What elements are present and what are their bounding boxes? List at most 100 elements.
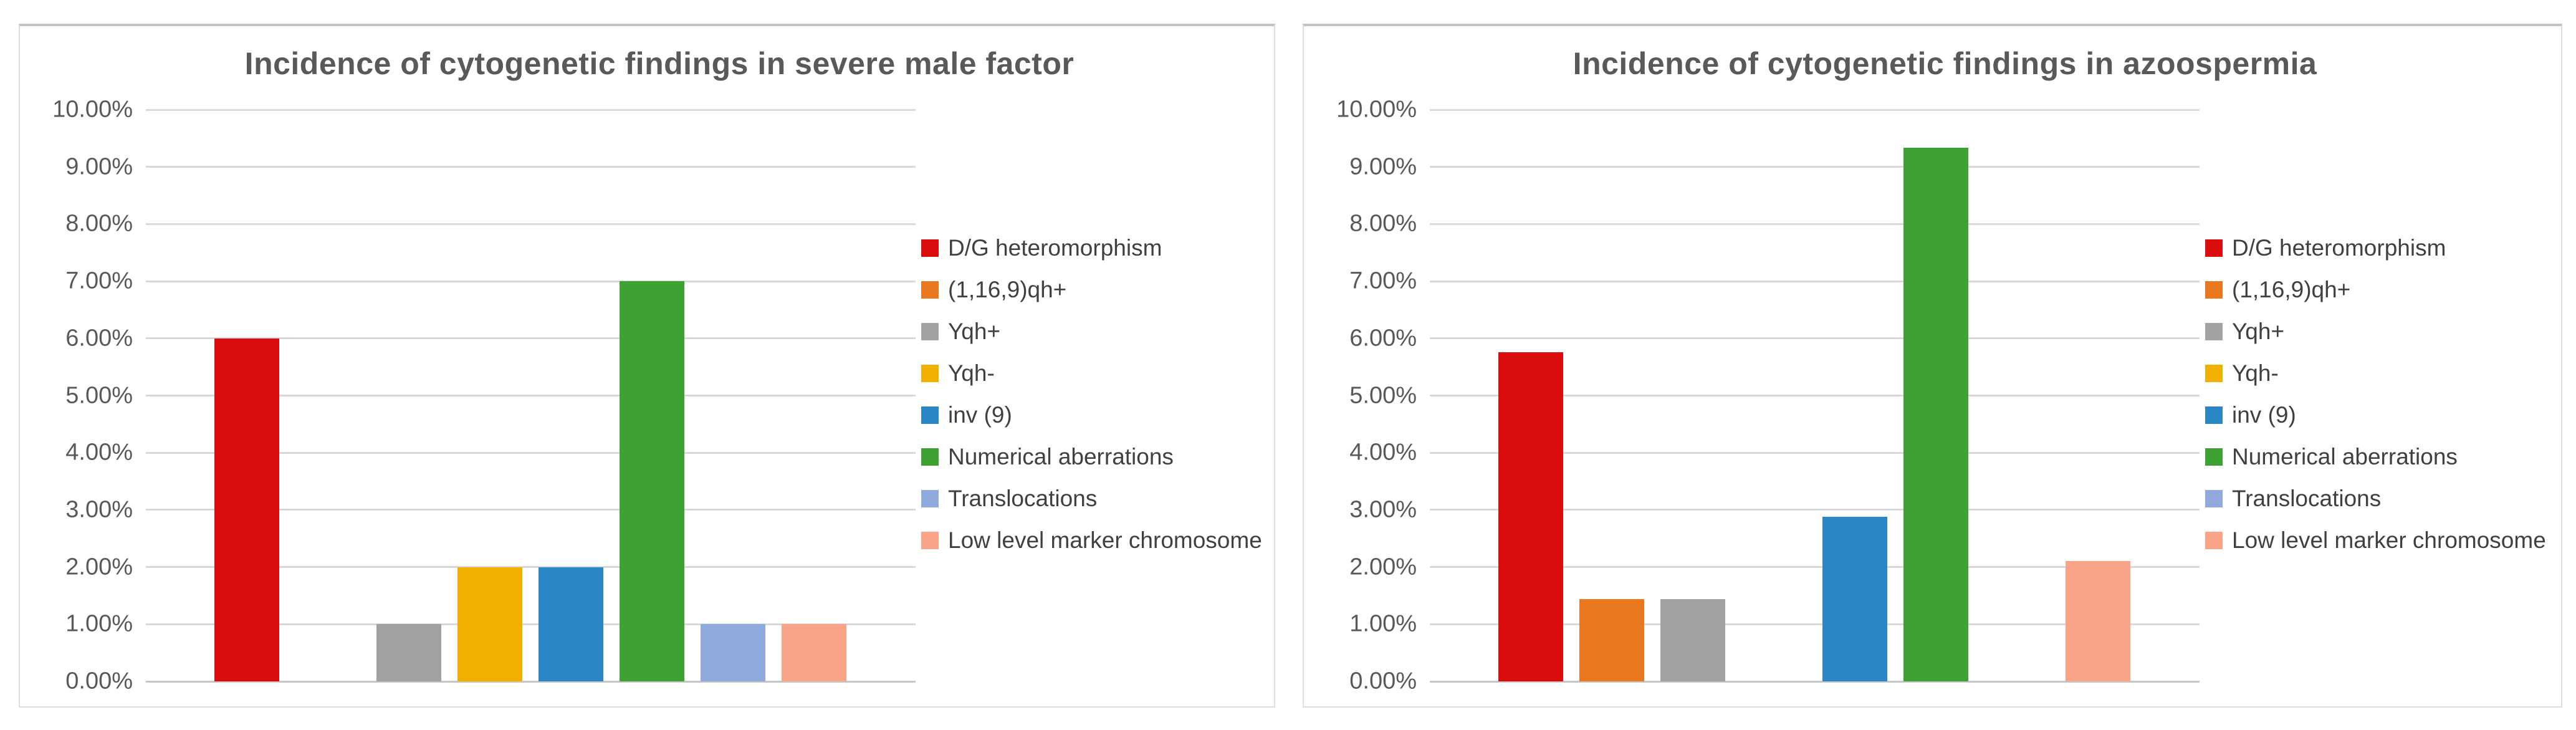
legend-swatch-icon — [921, 489, 939, 507]
y-tick-label: 9.00% — [65, 153, 133, 180]
legend-swatch-icon — [2205, 239, 2223, 257]
chart-panel-severe-male-factor: Incidence of cytogenetic findings in sev… — [19, 24, 1275, 708]
legend-item: Translocations — [2205, 478, 2554, 519]
legend-swatch-icon — [921, 322, 939, 340]
x-axis-line — [146, 680, 916, 683]
legend-swatch-icon — [921, 448, 939, 466]
y-tick-label: 0.00% — [1349, 668, 1417, 694]
legend-swatch-icon — [2205, 322, 2223, 340]
legend-swatch-icon — [921, 406, 939, 424]
legend-label: inv (9) — [948, 401, 1012, 428]
legend-label: Yqh+ — [948, 318, 1001, 344]
chart-legend: D/G heteromorphism (1,16,9)qh+ Yqh+ Yqh-inv… — [2205, 227, 2554, 561]
gridline — [1430, 337, 2200, 340]
legend-label: D/G heteromorphism — [2232, 234, 2446, 261]
y-tick-label: 4.00% — [1349, 439, 1417, 466]
legend-item: Translocations — [921, 478, 1270, 519]
gridline — [1430, 280, 2200, 282]
y-tick-label: 6.00% — [1349, 325, 1417, 352]
legend-item: (1,16,9)qh+ — [2205, 269, 2554, 310]
gridline — [146, 223, 916, 225]
legend-item: D/G heteromorphism — [2205, 227, 2554, 269]
chart-legend: D/G heteromorphism (1,16,9)qh+ Yqh+ Yqh-inv… — [921, 227, 1270, 561]
y-tick-label: 3.00% — [65, 496, 133, 523]
gridline — [1430, 166, 2200, 168]
y-tick-label: 8.00% — [1349, 210, 1417, 237]
y-tick-label: 0.00% — [65, 668, 133, 694]
legend-item: D/G heteromorphism — [921, 227, 1270, 269]
y-tick-label: 4.00% — [65, 439, 133, 466]
legend-label: (1,16,9)qh+ — [948, 276, 1067, 302]
gridline — [146, 451, 916, 454]
y-tick-label: 3.00% — [1349, 496, 1417, 523]
gridline — [146, 108, 916, 111]
legend-item: Yqh- — [921, 352, 1270, 394]
legend-label: Translocations — [948, 485, 1098, 511]
bar-translocations — [701, 624, 765, 681]
y-tick-label: 5.00% — [1349, 382, 1417, 408]
gridline — [1430, 108, 2200, 111]
bar-low-level-marker-chromosome — [782, 624, 846, 681]
legend-label: Yqh- — [2232, 360, 2279, 386]
gridline — [1430, 223, 2200, 225]
plot-area: 0.00% 1.00% 2.00% 3.00% 4.00% 5.00% 6.00% 7.00%… — [1336, 97, 2200, 694]
legend-label: inv (9) — [2232, 401, 2296, 428]
legend-label: Yqh- — [948, 360, 995, 386]
legend-swatch-icon — [2205, 448, 2223, 466]
bar-1-16-9-qh — [1579, 598, 1645, 681]
bar-low-level-marker-chromosome — [2066, 561, 2130, 681]
gridline — [146, 166, 916, 168]
legend-label: Low level marker chromosome — [948, 527, 1262, 553]
legend-swatch-icon — [2205, 489, 2223, 507]
gridline — [1430, 509, 2200, 511]
legend-item: Low level marker chromosome — [2205, 519, 2554, 561]
bar-d-g-heteromorphism — [214, 338, 280, 681]
legend-item: Yqh+ — [2205, 310, 2554, 352]
bar-inv-9 — [539, 567, 604, 681]
legend-label: Yqh+ — [2232, 318, 2285, 344]
gridline — [1430, 451, 2200, 454]
gridline — [146, 337, 916, 340]
bar-inv-9 — [1822, 516, 1888, 681]
gridline — [1430, 623, 2200, 625]
gridline — [146, 395, 916, 396]
y-tick-label: 2.00% — [65, 554, 133, 580]
bar-yqh — [457, 567, 523, 681]
legend-swatch-icon — [2205, 406, 2223, 424]
legend-label: Low level marker chromosome — [2232, 527, 2546, 553]
bar-yqh — [376, 624, 442, 681]
gridline — [146, 566, 916, 569]
legend-swatch-icon — [921, 281, 939, 299]
bar-numerical-aberrations — [620, 281, 684, 681]
y-tick-label: 8.00% — [65, 210, 133, 237]
legend-item: Yqh- — [2205, 352, 2554, 394]
gridline — [146, 280, 916, 282]
legend-item: Numerical aberrations — [921, 436, 1270, 478]
legend-label: Numerical aberrations — [948, 443, 1174, 469]
y-tick-label: 5.00% — [65, 382, 133, 408]
legend-label: (1,16,9)qh+ — [2232, 276, 2351, 302]
y-tick-label: 10.00% — [1336, 96, 1417, 123]
chart-title: Incidence of cytogenetic findings in azo… — [1573, 46, 2317, 81]
gridline — [1430, 566, 2200, 569]
legend-label: Numerical aberrations — [2232, 443, 2458, 469]
legend-item: inv (9) — [2205, 394, 2554, 436]
legend-item: inv (9) — [921, 394, 1270, 436]
gridline — [146, 509, 916, 511]
legend-label: Translocations — [2232, 485, 2382, 511]
legend-swatch-icon — [921, 531, 939, 549]
bar-numerical-aberrations — [1903, 148, 1968, 681]
y-tick-label: 7.00% — [65, 267, 133, 294]
legend-label: D/G heteromorphism — [948, 234, 1162, 261]
bar-yqh — [1660, 598, 1726, 681]
legend-swatch-icon — [921, 239, 939, 257]
bar-d-g-heteromorphism — [1498, 352, 1564, 681]
y-tick-label: 9.00% — [1349, 153, 1417, 180]
gridline — [1430, 395, 2200, 396]
chart-title: Incidence of cytogenetic findings in sev… — [244, 46, 1075, 81]
y-tick-label: 6.00% — [65, 325, 133, 352]
legend-item: Low level marker chromosome — [921, 519, 1270, 561]
legend-swatch-icon — [2205, 364, 2223, 382]
y-tick-label: 1.00% — [1349, 610, 1417, 637]
